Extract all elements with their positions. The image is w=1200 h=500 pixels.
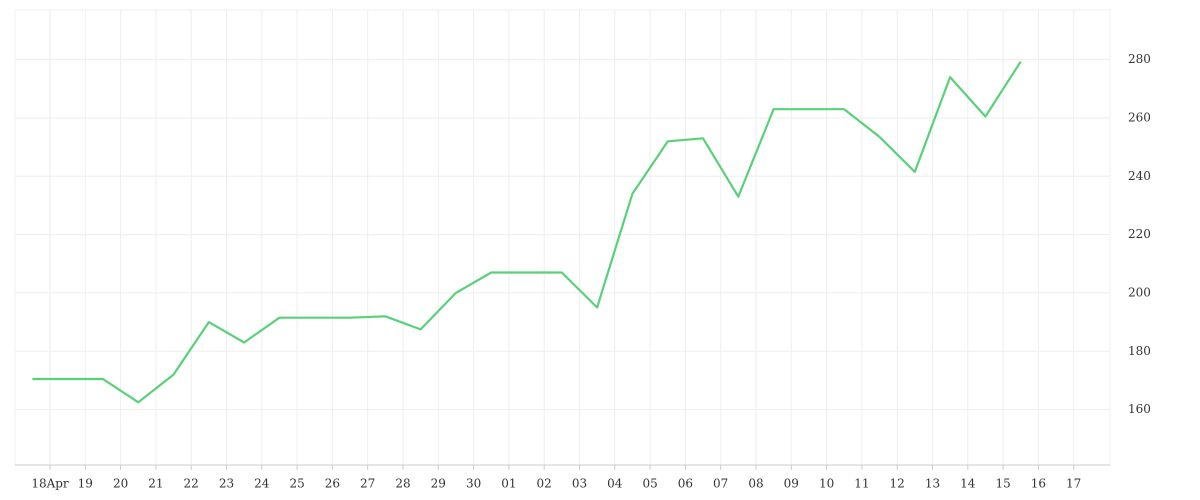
y-tick-label: 240: [1128, 169, 1151, 183]
x-tick-label: 16: [1031, 477, 1046, 491]
x-tick-label: 10: [819, 477, 834, 491]
y-tick-label: 220: [1128, 227, 1151, 241]
line-series: [32, 61, 1022, 404]
x-tick-label: 07: [713, 477, 728, 491]
x-tick-label: 08: [748, 477, 763, 491]
x-tick-label: 14: [960, 477, 976, 491]
x-tick-label: 30: [466, 477, 481, 491]
x-tick-label: 11: [854, 477, 869, 491]
x-tick-label: 03: [572, 477, 587, 491]
x-tick-label: 12: [890, 477, 905, 491]
x-tick-label: 25: [289, 477, 304, 491]
y-tick-label: 160: [1128, 402, 1151, 416]
x-tick-label: 28: [395, 477, 410, 491]
x-tick-label: 06: [678, 477, 693, 491]
x-tick-label: 09: [784, 477, 799, 491]
plot-area: [14, 9, 1111, 466]
y-tick-label: 180: [1128, 344, 1151, 358]
x-tick-label: 15: [995, 477, 1010, 491]
y-tick-label: 260: [1128, 110, 1151, 124]
x-tick-label: 22: [184, 477, 199, 491]
x-tick-label: 04: [607, 477, 623, 491]
y-tick-label: 280: [1128, 52, 1151, 66]
x-tick-label: 20: [113, 477, 128, 491]
x-tick-label: 02: [537, 477, 552, 491]
x-tick-label: 05: [642, 477, 657, 491]
x-tick-label: 17: [1066, 477, 1081, 491]
x-tick-label: 23: [219, 477, 234, 491]
x-tick-label: 19: [78, 477, 93, 491]
x-tick-label: 26: [325, 477, 340, 491]
x-tick-label: 27: [360, 477, 375, 491]
x-tick-label: 29: [431, 477, 446, 491]
y-tick-label: 200: [1128, 285, 1151, 299]
x-tick-label: 01: [501, 477, 516, 491]
x-tick-label: 18Apr: [31, 477, 69, 491]
x-tick-label: 24: [254, 477, 270, 491]
x-tick-label: 21: [148, 477, 163, 491]
x-tick-label: 13: [925, 477, 940, 491]
